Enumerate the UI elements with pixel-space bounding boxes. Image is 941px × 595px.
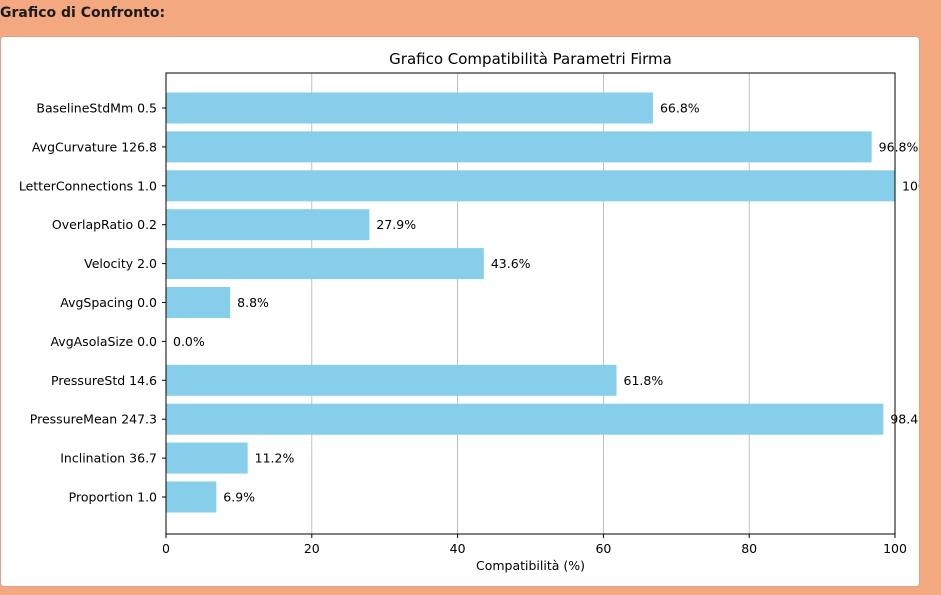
y-tick-label: AvgAsolaSize 0.0 [50, 334, 157, 349]
chart-title: Grafico Compatibilità Parametri Firma [389, 50, 672, 68]
y-tick-label: PressureStd 14.6 [51, 373, 157, 388]
bar [166, 364, 617, 396]
bar-value-label: 43.6% [491, 256, 531, 271]
bar-value-label: 6.9% [223, 490, 255, 505]
x-tick-label: 0 [162, 541, 170, 556]
bar [166, 248, 484, 280]
bar [166, 170, 895, 202]
y-tick-label: PressureMean 247.3 [30, 412, 157, 427]
bar [166, 481, 217, 513]
bar [166, 92, 653, 124]
bar [166, 287, 231, 318]
compatibility-bar-chart: Grafico Compatibilità Parametri Firma 66.… [19, 50, 919, 573]
x-tick-label: 40 [450, 541, 466, 556]
y-tick-label: Proportion 1.0 [69, 490, 157, 505]
bar-value-label: 61.8% [624, 373, 664, 388]
y-tick-label: Velocity 2.0 [84, 256, 157, 271]
bar-value-label: 8.8% [237, 295, 269, 310]
x-axis-label: Compatibilità (%) [476, 558, 585, 573]
x-tick-label: 80 [741, 541, 757, 556]
plot-frame [165, 72, 896, 535]
y-tick-label: OverlapRatio 0.2 [52, 217, 157, 232]
y-tick-label: AvgSpacing 0.0 [60, 295, 157, 310]
y-tick-label: BaselineStdMm 0.5 [36, 101, 157, 116]
bar [166, 131, 872, 163]
x-tick-label: 20 [304, 541, 320, 556]
bar-value-label: 11.2% [255, 451, 295, 466]
bar-value-label: 66.8% [660, 101, 700, 116]
x-tick-label: 100 [883, 541, 907, 556]
y-tick-label: LetterConnections 1.0 [19, 178, 157, 193]
bar-value-label: 0.0% [173, 334, 205, 349]
bar-value-label: 96.8% [879, 139, 919, 154]
y-tick-label: AvgCurvature 126.8 [32, 139, 157, 154]
bar-value-label: 98.4% [890, 412, 919, 427]
window-edge [934, 0, 941, 595]
bar [166, 442, 248, 474]
x-tick-label: 60 [595, 541, 611, 556]
section-title: Grafico di Confronto: [0, 5, 166, 21]
bar [166, 209, 370, 241]
chart-card: Grafico Compatibilità Parametri Firma 66.… [0, 36, 920, 587]
y-tick-label: Inclination 36.7 [60, 451, 157, 466]
bar-value-label: 27.9% [376, 217, 416, 232]
bar [166, 403, 884, 435]
bar-value-label: 100.0% [902, 178, 919, 193]
